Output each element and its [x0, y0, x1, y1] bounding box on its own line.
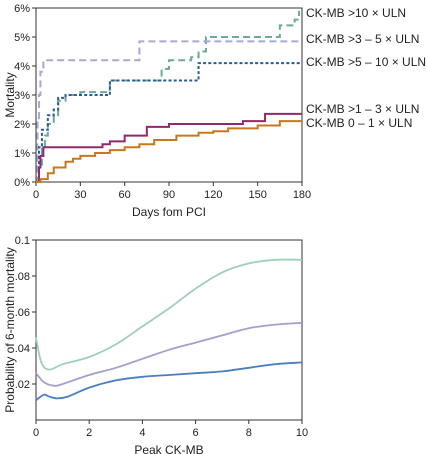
legend-label: CK-MB >5 – 10 × ULN [306, 55, 426, 69]
y-tick-label: 0.1 [15, 235, 30, 247]
y-tick-label: 5% [14, 32, 30, 44]
chart-2: 0 2 4 6 8 10 .02 .04 .06 .08 0.1 Peak CK-MB Probabil… [3, 235, 308, 454]
series-line-3 [35, 361, 303, 401]
chart-1: 0 30 60 90 120 150 180 0% 1% 2% 3% 4% 5% 6% Days fom P… [3, 3, 426, 219]
series-line-1 [36, 10, 301, 183]
y-axis-label: Probability of 6-month mortality [3, 247, 17, 412]
series-line-2 [35, 321, 303, 387]
y-tick-label: .06 [15, 307, 30, 319]
series-line-5 [36, 120, 302, 183]
x-tick-label: 150 [248, 189, 266, 201]
legend-label: CK-MB >3 – 5 × ULN [306, 32, 419, 46]
x-tick-label: 0 [33, 189, 39, 201]
x-axis-label: Days fom PCI [132, 205, 206, 219]
x-tick-label: 60 [119, 189, 131, 201]
y-tick-label: 4% [14, 61, 30, 73]
x-tick-label: 4 [139, 427, 145, 439]
series-line-1 [35, 258, 303, 371]
x-tick-label: 2 [86, 427, 92, 439]
y-tick-label: 1% [14, 148, 30, 160]
y-tick-label: 0% [14, 177, 30, 189]
x-tick-label: 6 [193, 427, 199, 439]
x-tick-label: 90 [163, 189, 175, 201]
y-tick-label: 6% [14, 3, 30, 15]
legend-label: CK-MB >1 – 3 × ULN [306, 102, 419, 116]
y-tick-label: .04 [15, 343, 30, 355]
x-tick-label: 120 [204, 189, 222, 201]
legend-label: CK-MB >10 × ULN [306, 6, 406, 20]
x-axis-label: Peak CK-MB [134, 443, 203, 454]
x-tick-label: 0 [33, 427, 39, 439]
series-line-2 [36, 40, 302, 183]
y-tick-label: 2% [14, 119, 30, 131]
x-tick-label: 180 [293, 189, 311, 201]
series-line-3 [36, 62, 302, 183]
y-axis-label: Mortality [3, 72, 17, 117]
plot-frame [35, 239, 303, 421]
x-tick-label: 8 [246, 427, 252, 439]
legend-label: CK-MB 0 – 1 × ULN [306, 116, 412, 130]
y-tick-label: .08 [15, 271, 30, 283]
x-tick-label: 30 [74, 189, 86, 201]
y-tick-label: 3% [14, 90, 30, 102]
y-tick-label: .02 [15, 379, 30, 391]
x-tick-label: 10 [296, 427, 308, 439]
series-line-4 [36, 112, 302, 183]
